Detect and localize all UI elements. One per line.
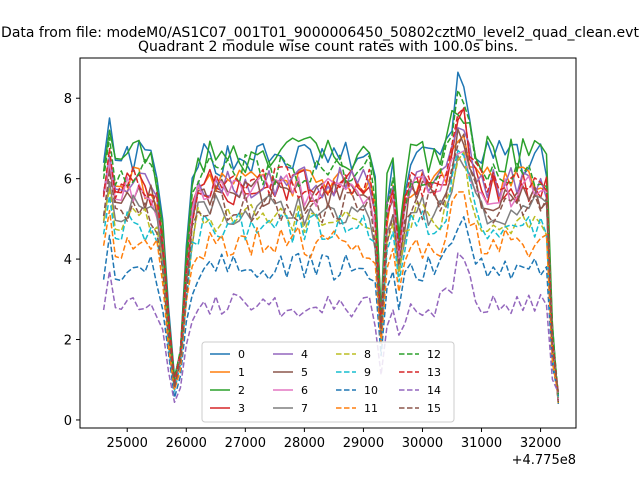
x-tick-label: 31000 xyxy=(461,436,502,451)
legend-label-11: 11 xyxy=(364,402,378,415)
legend-label-1: 1 xyxy=(238,366,245,379)
x-tick-label: 26000 xyxy=(166,436,207,451)
series-line-10 xyxy=(102,216,560,399)
legend-label-9: 9 xyxy=(364,366,371,379)
y-tick-label: 8 xyxy=(64,92,72,107)
y-tick-label: 4 xyxy=(64,253,72,268)
legend-label-7: 7 xyxy=(301,402,308,415)
figure-suptitle: Data from file: modeM0/AS1C07_001T01_900… xyxy=(1,25,639,41)
chart-title: Quadrant 2 module wise count rates with … xyxy=(138,39,518,55)
legend-label-2: 2 xyxy=(238,384,245,397)
legend-label-0: 0 xyxy=(238,348,245,361)
x-tick-label: 32000 xyxy=(520,436,561,451)
plot-frame xyxy=(79,57,577,429)
legend-label-8: 8 xyxy=(364,348,371,361)
x-tick-label: 29000 xyxy=(343,436,384,451)
x-tick-label: 30000 xyxy=(402,436,443,451)
legend-label-14: 14 xyxy=(427,384,441,397)
x-tick-label: 25000 xyxy=(107,436,148,451)
legend-label-6: 6 xyxy=(301,384,308,397)
y-tick-label: 6 xyxy=(64,173,72,188)
x-tick-label: 28000 xyxy=(284,436,325,451)
y-tick-label: 2 xyxy=(64,334,72,349)
series-line-12 xyxy=(102,89,560,395)
series-layer xyxy=(102,71,560,404)
legend-label-12: 12 xyxy=(427,348,441,361)
legend-label-3: 3 xyxy=(238,402,245,415)
legend-label-13: 13 xyxy=(427,366,441,379)
legend-label-4: 4 xyxy=(301,348,308,361)
series-line-13 xyxy=(102,107,560,394)
x-tick-label: 27000 xyxy=(225,436,266,451)
x-offset-label: +4.775e8 xyxy=(512,453,576,468)
axis-layer: 25000 26000 27000 28000 29000 30000 31000 32000… xyxy=(64,92,562,451)
legend-label-10: 10 xyxy=(364,384,378,397)
y-tick-label: 0 xyxy=(64,414,72,429)
legend-box xyxy=(201,341,455,423)
legend-label-5: 5 xyxy=(301,366,308,379)
series-line-14 xyxy=(102,252,559,404)
series-line-9 xyxy=(102,149,560,397)
legend-label-15: 15 xyxy=(427,402,441,415)
